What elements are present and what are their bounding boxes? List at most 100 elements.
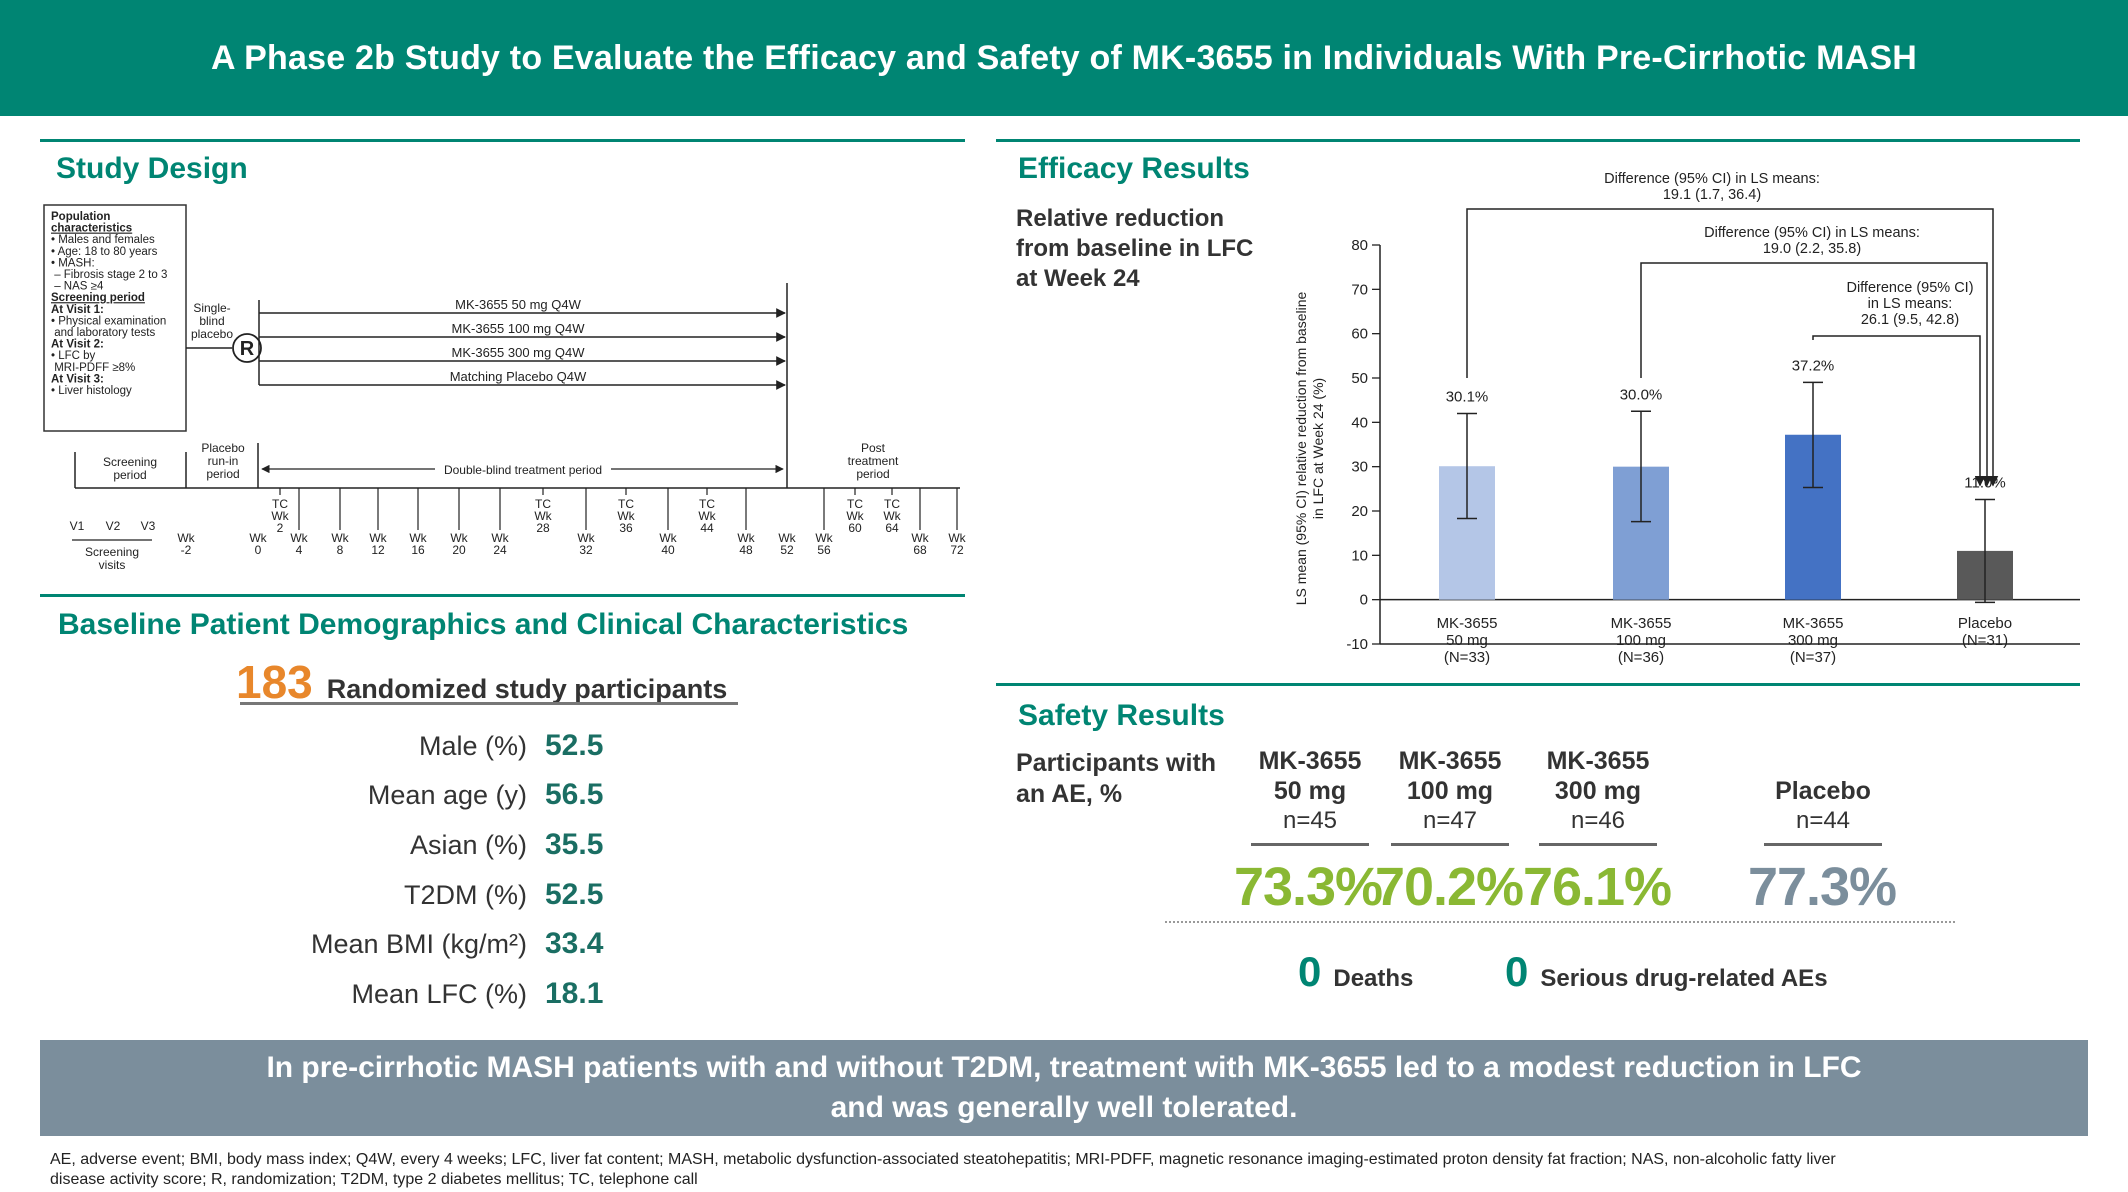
comparison-line: 19.1 (1.7, 36.4)	[1663, 187, 1761, 203]
week-label-line: 24	[493, 543, 507, 557]
category-label-line: (N=31)	[1962, 632, 2008, 649]
visit-label: V3	[141, 519, 156, 533]
sae-count: 0	[1505, 948, 1529, 995]
week-label: Wk 48	[737, 531, 755, 557]
x-axis-labels: MK-3655 50 mg (N=33)MK-3655 100 mg (N=36)MK-…	[1437, 615, 2013, 666]
arm-underline	[1391, 843, 1509, 846]
arm-name-line1: MK-3655	[1398, 747, 1502, 775]
week-label-line: 32	[579, 543, 593, 557]
arm-name-line2: 50 mg	[1273, 777, 1347, 805]
arm-n: n=46	[1570, 807, 1626, 834]
demo-label: T2DM (%)	[404, 879, 527, 910]
single-blind-line: Single-	[193, 301, 230, 315]
randomized-count: 183	[236, 656, 313, 708]
ae-percent-50mg: 73.3%	[1233, 857, 1383, 917]
randomized-label: Randomized study participants	[326, 674, 728, 704]
week-label-line: Wk	[948, 531, 966, 545]
tc-label-line: Wk	[617, 509, 635, 523]
week-label: Wk 56	[815, 531, 833, 557]
single-blind-line: blind	[199, 314, 224, 328]
safety-arm-50mg: MK-3655 50 mg n=45	[1240, 746, 1380, 836]
y-axis-ticks: -10 0 10 20 30 40 50 60 70 80	[1346, 237, 1380, 653]
data-label: 37.2%	[1792, 357, 1835, 374]
population-line: At Visit 3:	[51, 373, 104, 385]
arm-name-line2: 100 mg	[1406, 777, 1494, 805]
y-axis-title: LS mean (95% CI) relative reduction from…	[1293, 291, 1326, 605]
arm-n: n=44	[1795, 807, 1851, 834]
week-label: Wk 40	[659, 531, 677, 557]
week-label-line: 68	[913, 543, 927, 557]
week-label-line: 8	[337, 543, 344, 557]
week-label: Wk 32	[577, 531, 595, 557]
population-line: • Physical examination	[51, 315, 166, 327]
arm-name-line1: MK-3655	[1546, 747, 1650, 775]
population-line: – Fibrosis stage 2 to 3	[51, 269, 167, 281]
screening-period-line: period	[113, 468, 146, 482]
footnote-line1: AE, adverse event; BMI, body mass index;…	[50, 1151, 1836, 1168]
population-line: At Visit 2:	[51, 339, 104, 351]
population-line: • Males and females	[51, 234, 155, 246]
screening-visit-labels: V1 V2 V3	[70, 519, 156, 533]
deaths-label: Deaths	[1333, 965, 1414, 992]
demo-row-male: Male (%) 52.5	[240, 724, 740, 768]
tc-label-line: 60	[848, 521, 862, 535]
tc-label-line: 36	[619, 521, 633, 535]
demographics-title: Baseline Patient Demographics and Clinic…	[58, 608, 909, 641]
arm-label: Matching Placebo Q4W	[450, 369, 587, 384]
safety-arm-300mg: MK-3655 300 mg n=46	[1528, 746, 1668, 836]
demo-label: Mean age (y)	[367, 779, 527, 810]
efficacy-rule	[996, 139, 2080, 142]
week-label-line: Wk	[409, 531, 427, 545]
sae-stat: 0 Serious drug-related AEs	[1505, 948, 1828, 996]
comparison-bracket	[1812, 335, 1986, 487]
population-line: characteristics	[51, 223, 132, 235]
safety-title: Safety Results	[1018, 699, 1225, 732]
screening-visits-line: visits	[99, 558, 126, 572]
conclusion-banner: In pre-cirrhotic MASH patients with and …	[40, 1040, 2088, 1136]
demo-value: 35.5	[545, 828, 604, 861]
randomized-underline	[240, 702, 738, 705]
demo-value: 52.5	[545, 729, 604, 762]
comparison-line: Difference (95% CI) in LS means:	[1604, 171, 1820, 187]
efficacy-subtitle: Relative reduction from baseline in LFC …	[1016, 205, 1254, 292]
visit-label: V1	[70, 519, 85, 533]
week-label-line: 72	[950, 543, 964, 557]
arm-label: MK-3655 50 mg Q4W	[455, 297, 581, 312]
tc-label: TC Wk 44	[698, 497, 716, 535]
data-label: 11.0%	[1964, 474, 2005, 491]
y-tick-label: 50	[1351, 370, 1368, 387]
safety-arm-100mg: MK-3655 100 mg n=47	[1380, 746, 1520, 836]
study-design-diagram: Population characteristics • Males and fem…	[43, 204, 967, 572]
tc-label-line: 2	[277, 521, 284, 535]
y-tick-label: 30	[1351, 459, 1368, 476]
study-design-title: Study Design	[56, 152, 248, 185]
data-label: 30.0%	[1620, 386, 1663, 403]
runin-period-line: period	[206, 467, 239, 481]
week-label-line: Wk	[778, 531, 796, 545]
population-line: and laboratory tests	[51, 327, 155, 339]
footnote: AE, adverse event; BMI, body mass index;…	[50, 1150, 2090, 1190]
randomization-label: R	[240, 338, 255, 360]
category-label-line: 100 mg	[1616, 632, 1666, 649]
population-line: • MASH:	[51, 257, 95, 269]
demo-label: Male (%)	[418, 730, 527, 761]
demo-value: 52.5	[545, 878, 604, 911]
post-period-line: Post	[861, 441, 886, 455]
data-label: 30.1%	[1446, 388, 1489, 405]
population-line: • Liver histology	[51, 385, 132, 397]
week-label-line: 48	[739, 543, 753, 557]
post-treatment-label: Post treatment period	[848, 441, 899, 481]
safety-subtitle: Participants with an AE, %	[1016, 749, 1217, 808]
week-label-line: Wk	[577, 531, 595, 545]
tc-label: TC Wk 36	[617, 497, 635, 535]
week-label: Wk -2	[177, 531, 195, 557]
arm-name-line1: Placebo	[1775, 777, 1871, 805]
week-label-line: Wk	[737, 531, 755, 545]
screening-period-line: Screening	[103, 455, 157, 469]
tc-label-line: Wk	[271, 509, 289, 523]
tc-label-line: Wk	[846, 509, 864, 523]
y-axis-title-line: LS mean (95% CI) relative reduction from…	[1293, 291, 1309, 605]
conclusion-line1: In pre-cirrhotic MASH patients with and …	[266, 1051, 1862, 1084]
safety-arm-placebo: Placebo n=44	[1753, 776, 1893, 836]
